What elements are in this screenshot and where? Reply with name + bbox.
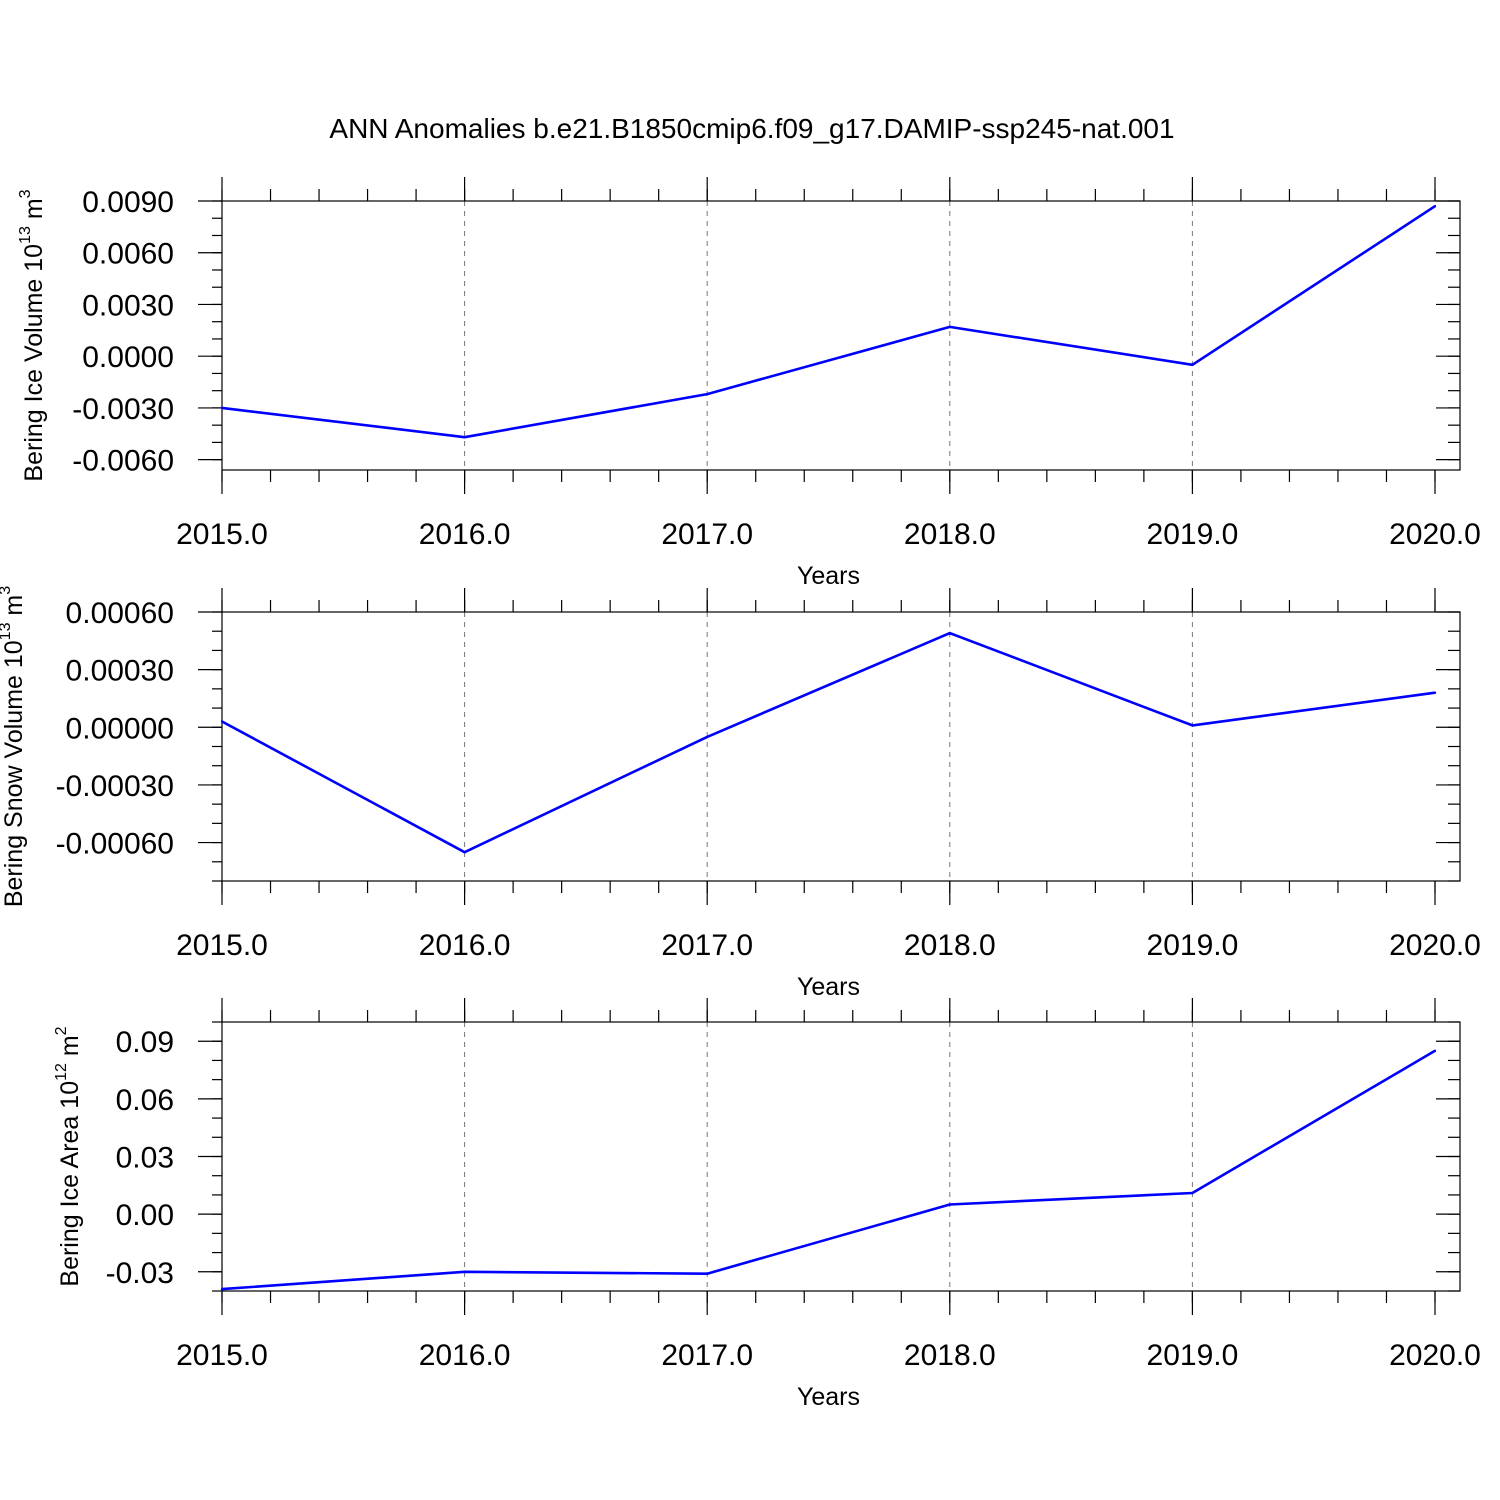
x-tick-label: 2015.0 [176,518,268,551]
panel-3: 2015.0 2016.0 2017.0 2018.0 2019.0 2020.0 -0.0… [53,998,1481,1411]
plot-frame [221,1021,1461,1292]
x-tick-label: 2018.0 [904,518,996,551]
data-point [706,392,709,396]
y-axis-title: Bering Snow Volume 1013 m3 [0,586,28,907]
x-axis-title: Years [797,1383,860,1411]
series-line [221,1049,1436,1291]
data-point [220,720,224,723]
y-tick-label: -0.0030 [72,393,174,426]
data-point [463,850,466,854]
x-axis-title: Years [797,562,860,590]
data-point [1191,724,1194,727]
x-tick-label: 2015.0 [176,1339,268,1372]
plot-frame [221,611,1461,882]
data-point [463,436,466,439]
data-point [1191,1191,1194,1195]
panel-2: 2015.0 2016.0 2017.0 2018.0 2019.0 2020.0 -0.0… [0,586,1481,1001]
x-tick-label: 2017.0 [661,929,753,962]
x-tick-label: 2016.0 [419,518,511,551]
x-tick-label: 2016.0 [419,1339,511,1372]
series-line [221,205,1436,439]
x-tick-label: 2017.0 [661,1339,753,1372]
x-tick-label: 2017.0 [661,518,753,551]
y-tick-label: -0.03 [106,1257,174,1290]
y-tick-label: 0.03 [116,1142,174,1175]
y-tick-label: 0.0000 [82,341,174,374]
x-tick-label: 2016.0 [419,929,511,962]
series-line [221,631,1436,854]
y-tick-label: 0.0090 [82,186,174,219]
data-point [948,631,951,635]
x-tick-label: 2019.0 [1147,929,1239,962]
y-tick-label: 0.09 [116,1026,174,1059]
x-tick-label: 2020.0 [1389,518,1481,551]
x-tick-label: 2019.0 [1147,1339,1239,1372]
y-tick-label: 0.00000 [66,712,174,745]
panel-1: 2015.0 2016.0 2017.0 2018.0 2019.0 2020.0 -0.0… [17,177,1481,590]
data-point [1433,1049,1437,1053]
y-tick-label: 0.00030 [66,655,174,688]
data-point [1191,363,1194,367]
plot-frame [221,200,1461,471]
y-axis-title: Bering Ice Area 1012 m2 [53,1026,84,1286]
data-point [220,1287,224,1291]
data-point [948,1203,951,1206]
x-tick-label: 2015.0 [176,929,268,962]
y-tick-label: 0.0060 [82,238,174,271]
data-point [948,325,951,329]
x-axis-title: Years [797,973,860,1001]
data-point [220,406,224,410]
data-point [706,1272,709,1275]
y-tick-label: 0.00060 [66,597,174,630]
x-tick-label: 2020.0 [1389,929,1481,962]
y-tick-label: 0.0030 [82,289,174,322]
y-axis-title: Bering Ice Volume 1013 m3 [17,189,48,481]
x-tick-label: 2018.0 [904,1339,996,1372]
y-tick-label: -0.00060 [56,828,174,861]
y-tick-label: -0.0060 [72,445,174,478]
y-tick-label: 0.00 [116,1199,174,1232]
x-tick-label: 2019.0 [1147,518,1239,551]
data-point [463,1270,466,1273]
x-tick-label: 2020.0 [1389,1339,1481,1372]
figure-title: ANN Anomalies b.e21.B1850cmip6.f09_g17.D… [329,113,1174,144]
data-point [1433,691,1437,694]
y-tick-label: -0.00030 [56,770,174,803]
data-point [1433,204,1437,208]
x-tick-label: 2018.0 [904,929,996,962]
y-tick-label: 0.06 [116,1084,174,1117]
data-point [706,735,709,739]
